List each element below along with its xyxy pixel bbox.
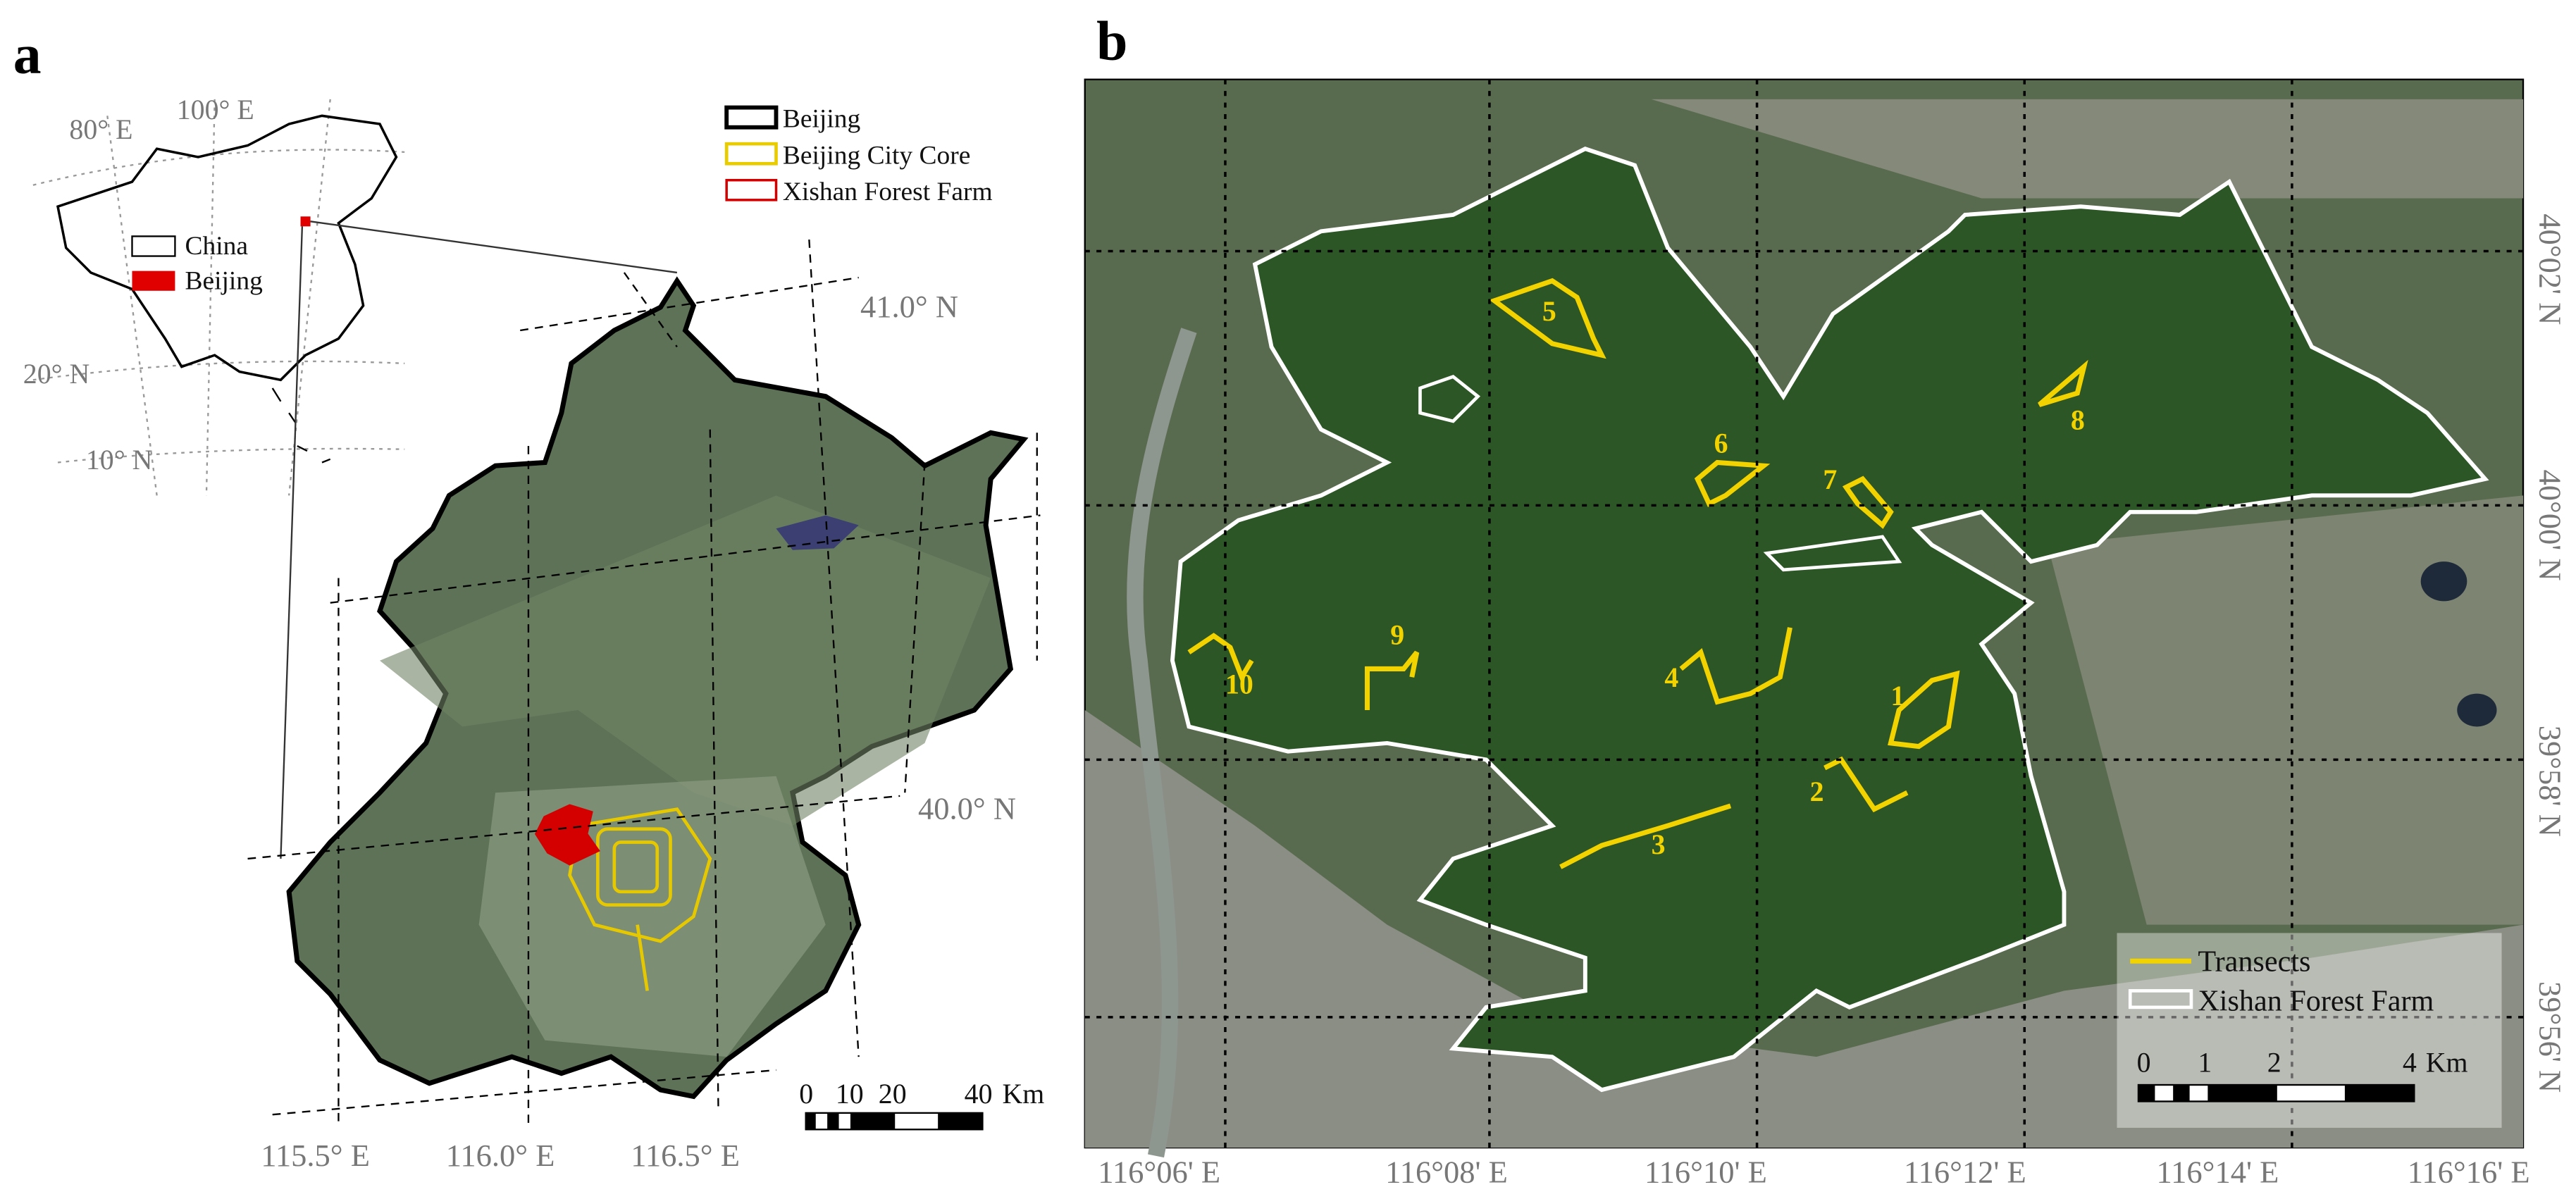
lon-label: 116°12' E: [1904, 1154, 2026, 1189]
lat-label: 40.0° N: [918, 791, 1016, 826]
reservoir: [776, 515, 859, 550]
transect-lines: [1187, 278, 2088, 869]
scale-seg: [827, 1112, 839, 1130]
inset-map: [32, 99, 405, 496]
scale-seg: [805, 1112, 816, 1130]
inset-lat-label: 20° N: [23, 358, 89, 390]
china-islands: [271, 387, 331, 464]
urban-area: [1651, 99, 2524, 199]
graticule-a: [247, 240, 1041, 1123]
scale-label: 10: [836, 1078, 864, 1110]
scale-seg: [2344, 1085, 2415, 1102]
transect-number: 9: [1390, 619, 1404, 650]
lake: [2420, 561, 2467, 602]
lat-label: 40°00' N: [2532, 469, 2568, 580]
panel-label: b: [1096, 11, 1127, 73]
legend-a: [724, 105, 779, 201]
scale-label: 40: [965, 1078, 993, 1110]
transect-number: 6: [1714, 427, 1728, 459]
inset-lon-label: 100° E: [177, 94, 254, 125]
scale-seg: [2207, 1085, 2277, 1102]
scale-label: 1: [2198, 1046, 2212, 1078]
inset-lat-label: 10° N: [86, 444, 152, 476]
transect-number: 5: [1542, 295, 1556, 327]
forest-farm-boundary: [1418, 374, 1481, 423]
beijing-marker: [300, 216, 311, 227]
scale-label: 4: [2403, 1046, 2417, 1078]
lon-label: 116.0° E: [446, 1138, 555, 1173]
lat-label: 39°58' N: [2532, 726, 2568, 837]
transect-number: 8: [2071, 404, 2085, 436]
legend-swatch: [2128, 989, 2193, 1009]
china-outline: [56, 114, 398, 382]
urban-area: [1084, 710, 2524, 1148]
scale-label: 2: [2267, 1046, 2281, 1078]
inset-legend-beijing-swatch: [132, 271, 175, 291]
scale-seg: [850, 1112, 896, 1130]
inset-graticule: [32, 99, 405, 496]
river: [1127, 328, 1197, 1158]
lon-label: 116°10' E: [1645, 1154, 1767, 1189]
legend-label: Transects: [2198, 945, 2310, 978]
scale-unit: Km: [2426, 1046, 2468, 1078]
lat-label: 41.0° N: [860, 289, 958, 324]
legend-label: Beijing: [783, 105, 861, 134]
legend-swatch: [725, 178, 778, 201]
inset-legend-beijing: Beijing: [185, 266, 263, 295]
lon-label: 115.5° E: [261, 1138, 370, 1173]
lat-label: 39°56' N: [2532, 981, 2568, 1093]
legend-swatch: [724, 142, 778, 166]
scale-bar-a: [805, 1112, 984, 1131]
lon-label: 116°08' E: [1385, 1154, 1508, 1189]
transect-number: 4: [1664, 661, 1678, 693]
scale-unit: Km: [1003, 1078, 1045, 1110]
inset-legend-china-swatch: [131, 235, 176, 257]
transect-number: 1: [1890, 680, 1905, 712]
scale-bar-b: [2137, 1083, 2415, 1102]
scale-seg: [938, 1112, 983, 1130]
scale-label: 0: [799, 1078, 813, 1110]
zoom-line: [280, 226, 304, 859]
lon-label: 116°14' E: [2157, 1154, 2279, 1189]
forest-farm-boundary: [1170, 147, 2489, 1093]
forest-farm-boundary: [1763, 535, 1902, 572]
lat-label: 40°02' N: [2532, 213, 2568, 325]
scale-label: 20: [879, 1078, 907, 1110]
lon-label: 116.5° E: [631, 1138, 740, 1173]
inset-lon-label: 80° E: [69, 113, 132, 145]
lon-label: 116°16' E: [2408, 1154, 2530, 1189]
lake: [2457, 693, 2497, 727]
legend-label: Beijing City Core: [783, 141, 971, 170]
lon-label: 116°06' E: [1098, 1154, 1220, 1189]
legend-label: Xishan Forest Farm: [2198, 985, 2434, 1018]
xishan-forest-farm: [534, 804, 600, 866]
transect-number: 3: [1652, 828, 1666, 860]
legend-label: Xishan Forest Farm: [783, 178, 993, 206]
inset-legend-china: China: [185, 232, 248, 261]
scale-label: 0: [2137, 1046, 2151, 1078]
transect-number: 10: [1225, 669, 1253, 700]
scale-seg: [2138, 1085, 2155, 1102]
urban-area: [2048, 495, 2524, 925]
legend-swatch: [724, 105, 779, 130]
graticule-b: [1084, 79, 2524, 1148]
transect-number: 2: [1810, 776, 1824, 807]
transect-number: 7: [1823, 464, 1837, 495]
zoom-line: [310, 220, 678, 274]
scale-seg: [2173, 1085, 2190, 1102]
terrain-shade: [380, 495, 991, 826]
panel-label: a: [13, 23, 42, 85]
